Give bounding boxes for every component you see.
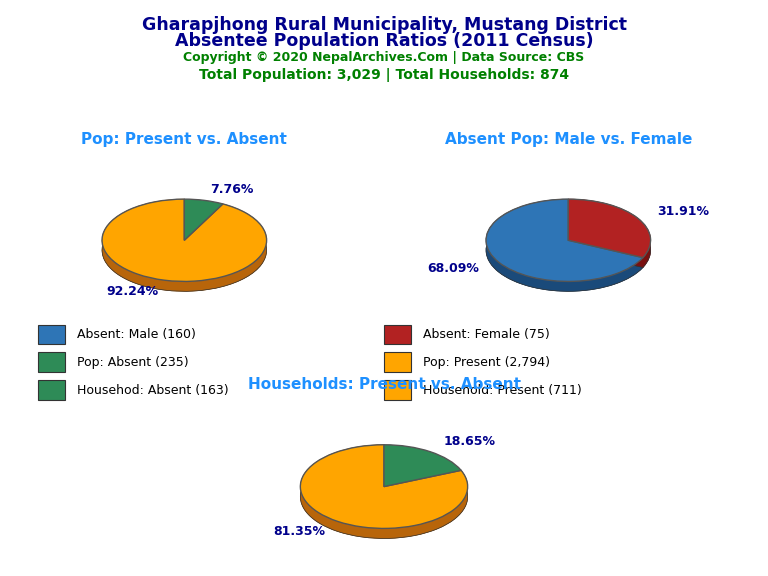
Wedge shape [184,209,223,250]
Text: Absent: Male (160): Absent: Male (160) [77,328,196,341]
Text: 81.35%: 81.35% [273,525,325,537]
Polygon shape [568,240,643,267]
Wedge shape [184,199,223,240]
Text: 7.76%: 7.76% [210,183,253,196]
Polygon shape [568,240,643,267]
Bar [384,324,411,344]
Text: Absentee Population Ratios (2011 Census): Absentee Population Ratios (2011 Census) [174,32,594,50]
Wedge shape [384,455,461,497]
Text: 68.09%: 68.09% [428,262,479,275]
Wedge shape [486,199,643,282]
Wedge shape [568,209,650,267]
Bar [38,353,65,372]
Polygon shape [486,199,643,291]
Text: Copyright © 2020 NepalArchives.Com | Data Source: CBS: Copyright © 2020 NepalArchives.Com | Dat… [184,51,584,64]
Title: Pop: Present vs. Absent: Pop: Present vs. Absent [81,132,287,147]
Bar [384,381,411,400]
Text: Gharapjhong Rural Municipality, Mustang District: Gharapjhong Rural Municipality, Mustang … [141,16,627,34]
Bar [38,381,65,400]
Text: Pop: Absent (235): Pop: Absent (235) [77,356,188,369]
Wedge shape [384,445,461,487]
Wedge shape [300,445,468,528]
Wedge shape [486,209,643,291]
Text: Househod: Absent (163): Househod: Absent (163) [77,384,228,397]
Polygon shape [300,445,468,539]
Polygon shape [568,199,650,267]
Wedge shape [300,455,468,539]
Title: Households: Present vs. Absent: Households: Present vs. Absent [247,377,521,392]
Text: Absent: Female (75): Absent: Female (75) [423,328,550,341]
Polygon shape [102,199,266,291]
Text: 18.65%: 18.65% [443,435,495,449]
Text: 31.91%: 31.91% [657,206,709,218]
Text: Household: Present (711): Household: Present (711) [423,384,581,397]
Bar [384,353,411,372]
Text: Pop: Present (2,794): Pop: Present (2,794) [423,356,550,369]
Text: 92.24%: 92.24% [107,285,159,298]
Title: Absent Pop: Male vs. Female: Absent Pop: Male vs. Female [445,132,692,147]
Wedge shape [568,199,650,257]
Text: Total Population: 3,029 | Total Households: 874: Total Population: 3,029 | Total Househol… [199,68,569,82]
Bar [38,324,65,344]
Wedge shape [102,209,266,291]
Wedge shape [102,199,266,282]
